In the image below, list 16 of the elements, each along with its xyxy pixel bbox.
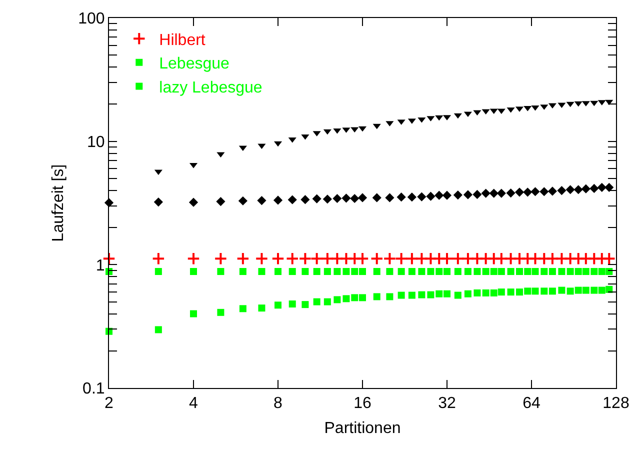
x-axis-title: Partitionen [324, 420, 401, 437]
x-tick-label: 8 [274, 395, 283, 412]
legend-label: lazy Lebesgue [159, 79, 262, 96]
x-tick-label: 2 [104, 395, 114, 412]
x-tick-label: 16 [354, 395, 372, 412]
y-axis-title: Laufzeit [s] [50, 164, 67, 242]
y-tick-label: 0.1 [82, 380, 105, 398]
y-tick-label: 1 [96, 257, 105, 274]
y-tick-label: 10 [87, 134, 105, 151]
x-tick-label: 32 [438, 395, 456, 412]
x-tick-label: 64 [522, 395, 540, 412]
legend-label: Lebesgue [159, 56, 230, 73]
x-tick-label: 4 [189, 395, 198, 412]
legend-label: Hilbert [159, 32, 206, 49]
y-tick-label: 100 [78, 10, 105, 28]
x-tick-label: 128 [602, 395, 630, 412]
